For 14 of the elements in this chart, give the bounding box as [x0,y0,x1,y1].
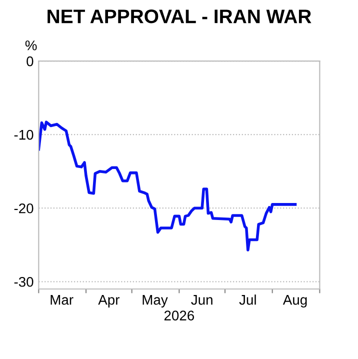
x-tick-label: Aug [282,295,307,308]
line-series [38,120,297,252]
x-tick-label: Apr [98,295,120,308]
y-tick-label: -20 [14,203,34,214]
x-tick-label: Mar [50,295,74,305]
y-axis-title: % [25,40,37,50]
y-tick-label: -30 [14,276,34,287]
x-tick-label: Jun [191,295,212,305]
x-axis-title: 2026 [164,310,194,320]
y-tick-label: 0 [26,56,34,66]
chart-title: NET APPROVAL - IRAN WAR [48,9,312,24]
x-tick-label: Jul [239,294,256,305]
x-tick-label: May [142,295,168,308]
y-tick-label: -10 [14,130,34,140]
